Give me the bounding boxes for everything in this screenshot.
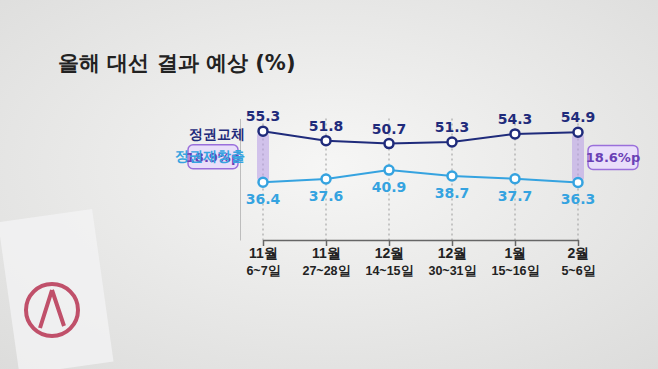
series-point: [259, 127, 268, 136]
x-tick: 11월6~7일: [246, 240, 280, 278]
series-point: [259, 178, 268, 187]
x-tick: 12월14~15일: [365, 240, 413, 278]
chart: 올해 대선 결과 예상 (%) 11월6~7일 11월27~28일 12월14~15일…: [0, 0, 658, 369]
x-tick-label: 11월6~7일: [246, 245, 280, 278]
series-point: [448, 137, 457, 146]
data-label: 36.4: [246, 191, 281, 207]
stamp-mark: [40, 290, 64, 328]
series-line: [263, 170, 578, 182]
data-label: 37.7: [498, 188, 533, 204]
x-tick: 11월27~28일: [302, 240, 350, 278]
x-tick: 1월15~16일: [491, 240, 539, 278]
series-point: [511, 174, 520, 183]
annotation-text: 18.6%p: [586, 150, 640, 165]
x-axis: 11월6~7일 11월27~28일 12월14~15일 12월30~31일 1월15~1…: [246, 240, 595, 278]
data-labels: 55.3 51.8 50.7 51.3 54.3 54.9 36.4 37.6 40.9 38.7…: [246, 108, 596, 207]
x-axis-line: [264, 240, 579, 242]
series-point: [511, 129, 520, 138]
x-tick: 2월5~6일: [561, 240, 595, 278]
data-label: 51.8: [309, 118, 344, 134]
guide-lines: [263, 119, 578, 241]
data-label: 36.3: [561, 191, 596, 207]
data-label: 38.7: [435, 185, 470, 201]
gap-band: [257, 131, 269, 182]
series-point: [385, 139, 394, 148]
stamp: [26, 284, 78, 336]
data-label: 50.7: [372, 121, 407, 137]
legend-label: 정권교체: [189, 126, 245, 142]
data-label: 37.6: [309, 188, 344, 204]
data-label: 55.3: [246, 108, 281, 124]
series-point: [322, 136, 331, 145]
plot-marks: [259, 127, 583, 187]
x-tick-label: 1월15~16일: [491, 245, 539, 278]
series-point: [574, 128, 583, 137]
x-tick-label: 12월30~31일: [428, 245, 476, 278]
ballot-paper: [0, 209, 114, 369]
data-label: 51.3: [435, 119, 470, 135]
x-tick-label: 12월14~15일: [365, 245, 413, 278]
decoration: [0, 209, 114, 369]
x-tick: 12월30~31일: [428, 240, 476, 278]
x-tick-label: 11월27~28일: [302, 245, 350, 278]
annotations: 18.9%p18.6%p: [186, 131, 640, 182]
series-point: [385, 166, 394, 175]
legend: 정권교체정권재창출: [175, 126, 245, 164]
x-tick-label: 2월5~6일: [561, 245, 595, 278]
data-label: 54.9: [561, 109, 596, 125]
legend-label: 정권재창출: [175, 148, 245, 164]
gap-band: [572, 132, 584, 182]
series-point: [322, 174, 331, 183]
data-label: 54.3: [498, 111, 533, 127]
series-point: [574, 178, 583, 187]
data-label: 40.9: [372, 179, 407, 195]
series-point: [448, 172, 457, 181]
title: 올해 대선 결과 예상 (%): [58, 51, 295, 75]
